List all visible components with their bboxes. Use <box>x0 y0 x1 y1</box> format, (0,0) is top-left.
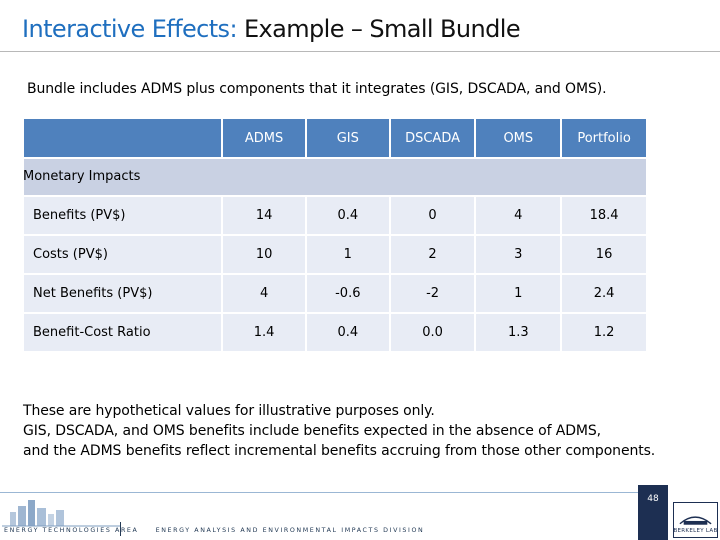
table-cell: -0.6 <box>304 273 391 314</box>
table-cell: 1.3 <box>474 312 563 353</box>
city-skyline-logo <box>2 500 120 527</box>
note-line: These are hypothetical values for illust… <box>23 403 435 419</box>
note-line: and the ADMS benefits reflect incrementa… <box>23 443 656 459</box>
column-header-dscada: DSCADA <box>388 117 477 159</box>
row-label: Benefits (PV$) <box>21 195 224 236</box>
group-label: Monetary Impacts <box>23 168 141 184</box>
page-title: Interactive Effects: Example – Small Bun… <box>22 12 521 46</box>
page-number: 48 <box>647 494 659 504</box>
table-cell: 2.4 <box>560 273 648 314</box>
impacts-table: ADMS GIS DSCADA OMS Portfolio Monetary I… <box>21 117 648 353</box>
column-header-gis: GIS <box>304 117 391 159</box>
table-cell: 18.4 <box>560 195 648 236</box>
row-label: Benefit-Cost Ratio <box>21 312 224 353</box>
table-cell: 16 <box>560 234 648 275</box>
berkeley-lab-logo <box>673 502 718 538</box>
footer-divider <box>0 492 668 493</box>
table-cell: 4 <box>221 273 307 314</box>
title-divider <box>0 51 720 52</box>
footnotes: These are hypothetical values for illust… <box>23 401 655 461</box>
table-cell: 0.0 <box>388 312 477 353</box>
title-accent: Interactive Effects: <box>22 15 238 43</box>
footer-text: Energy Technologies Area Energy Analysis… <box>4 527 424 534</box>
table-header-row: ADMS GIS DSCADA OMS Portfolio <box>21 117 648 159</box>
table-cell: 2 <box>388 234 477 275</box>
row-label: Costs (PV$) <box>21 234 224 275</box>
footer-separator <box>120 522 121 536</box>
table-row: Benefit-Cost Ratio 1.4 0.4 0.0 1.3 1.2 <box>21 312 648 353</box>
table-cell: 0.4 <box>304 312 391 353</box>
subtitle: Bundle includes ADMS plus components tha… <box>27 81 607 97</box>
table-cell: 1.2 <box>560 312 648 353</box>
page-number-box: 48 <box>638 485 668 540</box>
table-cell: 3 <box>474 234 563 275</box>
table-cell: 1.4 <box>221 312 307 353</box>
table-cell: 0 <box>388 195 477 236</box>
note-line: GIS, DSCADA, and OMS benefits include be… <box>23 423 602 439</box>
lab-name: BERKELEY LAB <box>673 528 718 534</box>
title-rest: Example – Small Bundle <box>243 15 521 43</box>
table-corner-cell <box>21 117 224 159</box>
table-row: Benefits (PV$) 14 0.4 0 4 18.4 <box>21 195 648 236</box>
table-row: Costs (PV$) 10 1 2 3 16 <box>21 234 648 275</box>
footer-mid-text: Energy Analysis and Environmental Impact… <box>155 527 425 534</box>
table-group-row: Monetary Impacts <box>22 157 648 197</box>
table-cell: 14 <box>221 195 307 236</box>
footer-left-text: Energy Technologies Area <box>4 527 139 534</box>
table-cell: 1 <box>474 273 563 314</box>
column-header-oms: OMS <box>474 117 563 159</box>
table-cell: 0.4 <box>304 195 391 236</box>
table-cell: 1 <box>304 234 391 275</box>
table-cell: 4 <box>474 195 563 236</box>
table-row: Net Benefits (PV$) 4 -0.6 -2 1 2.4 <box>21 273 648 314</box>
row-label: Net Benefits (PV$) <box>21 273 224 314</box>
table-cell: 10 <box>221 234 307 275</box>
column-header-portfolio: Portfolio <box>560 117 648 159</box>
table-cell: -2 <box>388 273 477 314</box>
column-header-adms: ADMS <box>221 117 307 159</box>
group-label-cell: Monetary Impacts <box>22 157 648 197</box>
